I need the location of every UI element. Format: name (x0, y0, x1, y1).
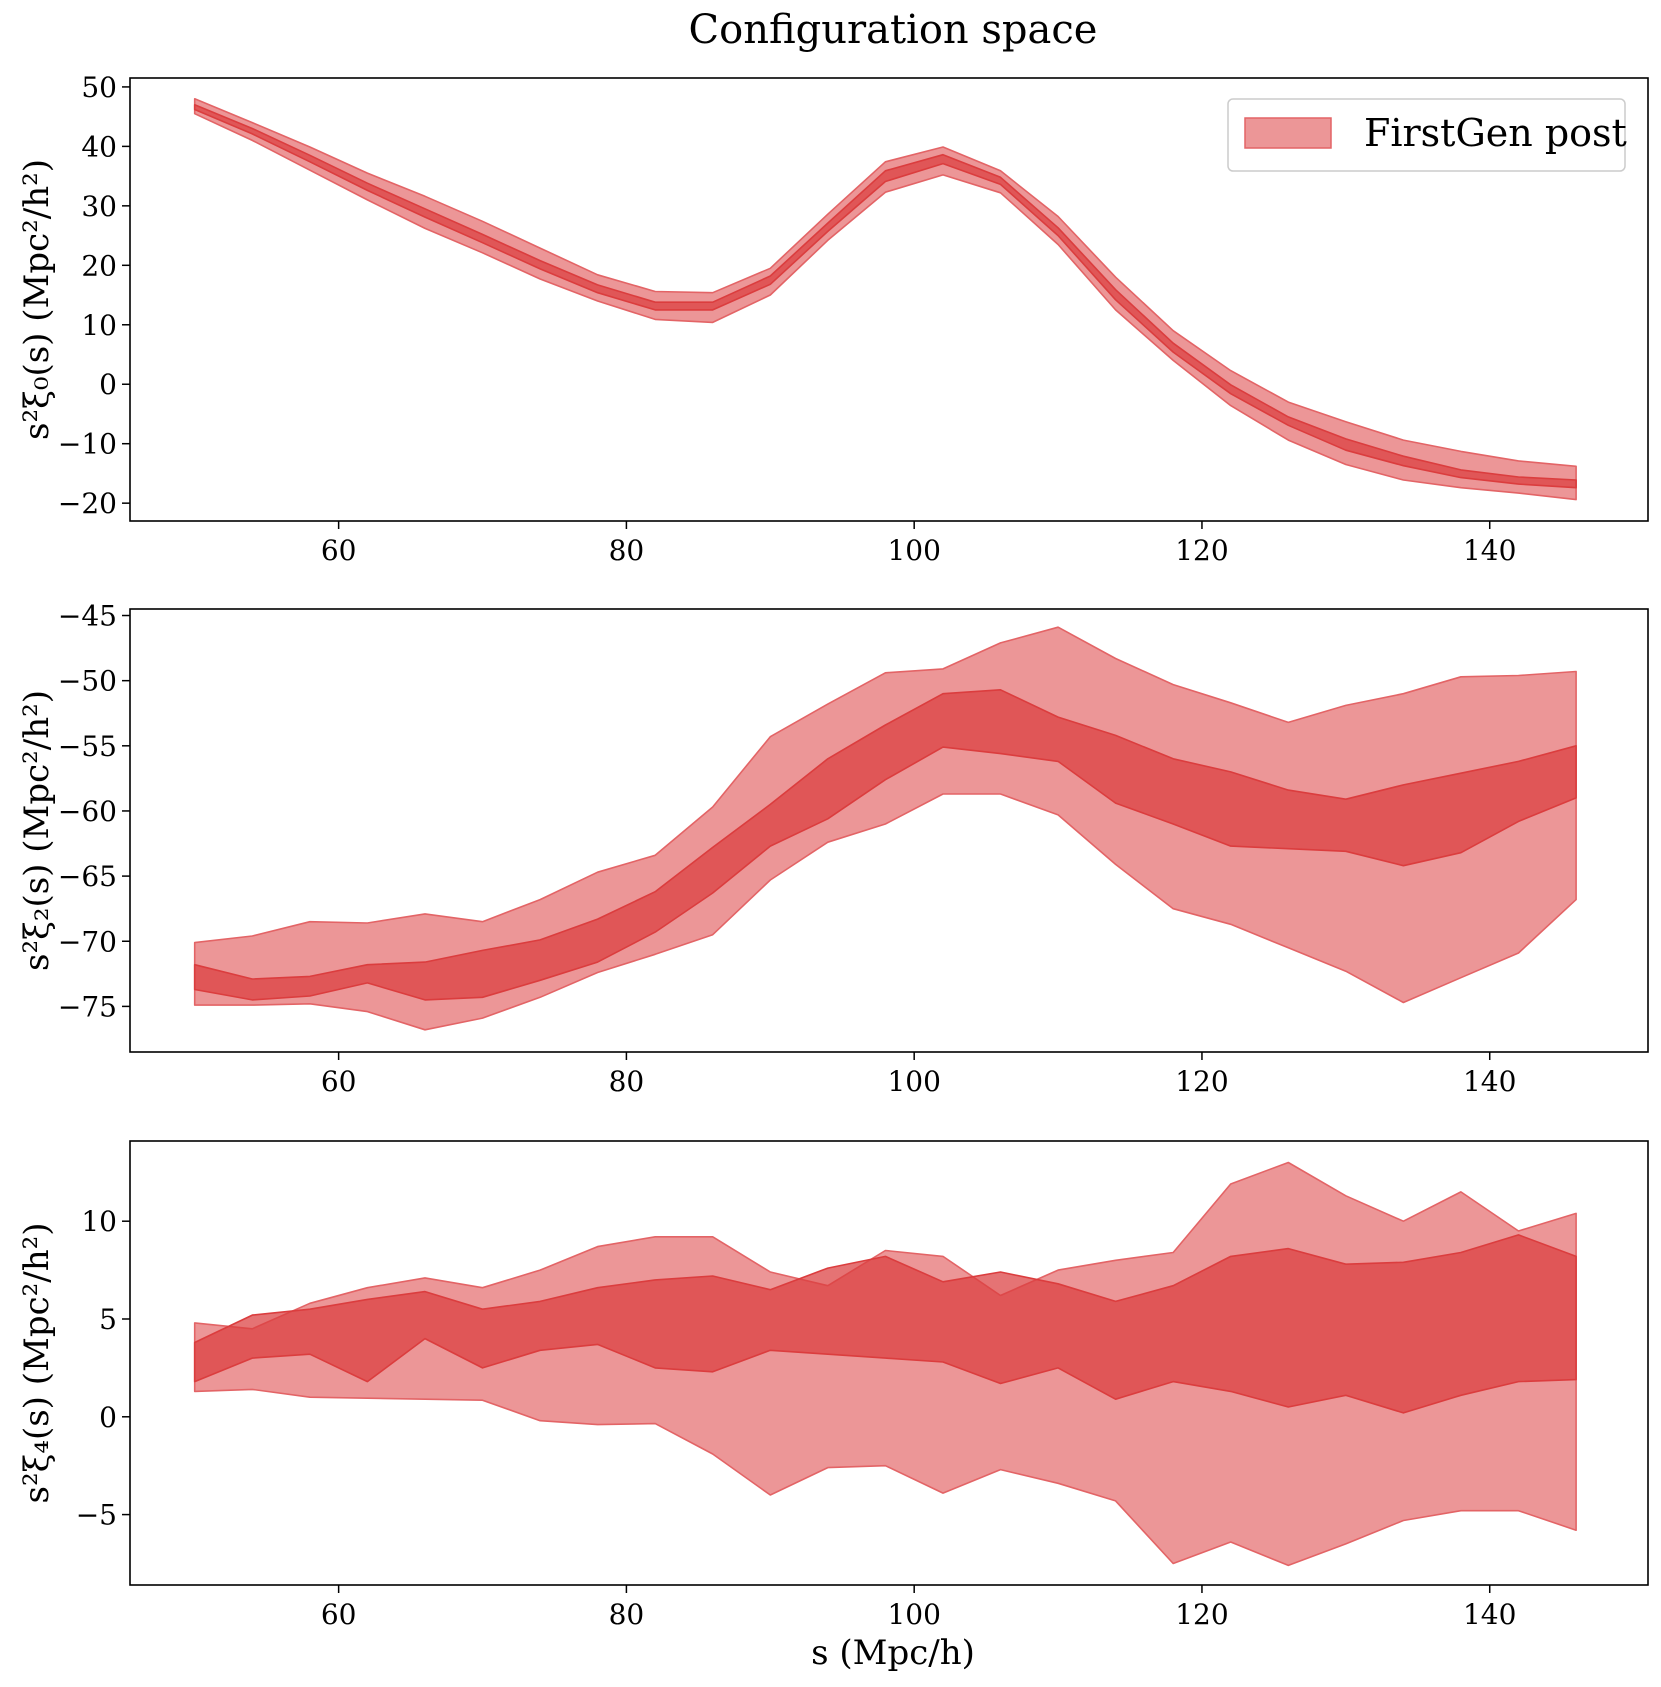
y-tick-label: 50 (81, 71, 117, 104)
x-tick-label: 140 (1463, 1065, 1516, 1098)
x-tick-label: 120 (1175, 1598, 1228, 1631)
y-axis-label-xi4: s²ξ₄(s) (Mpc²/h²) (17, 1223, 57, 1504)
x-tick-label: 60 (321, 1065, 357, 1098)
y-tick-label: 10 (81, 1205, 117, 1238)
y-tick-label: −20 (58, 487, 117, 520)
y-tick-label: −55 (58, 730, 117, 763)
x-tick-label: 120 (1175, 1065, 1228, 1098)
x-tick-label: 60 (321, 534, 357, 567)
legend-box (1227, 98, 1626, 172)
x-tick-label: 100 (887, 1065, 940, 1098)
panel-xi4: 60 80 100 120 140 −5 0 5 10 s²ξ₄(s) (Mpc²/h²) (17, 1140, 1649, 1631)
y-axis-label-xi2: s²ξ₂(s) (Mpc²/h²) (17, 690, 57, 971)
x-tick-label: 80 (609, 1598, 645, 1631)
x-tick-label: 80 (609, 1065, 645, 1098)
x-axis-label: s (Mpc/h) (811, 1633, 975, 1673)
y-tick-label: −10 (58, 428, 117, 461)
legend-label: FirstGen post (1364, 111, 1627, 155)
inner-band-xi2 (193, 689, 1577, 1001)
y-tick-label: −75 (58, 990, 117, 1023)
panel-xi0: 60 80 100 120 140 −20 −10 0 10 20 30 40 50 s²ξ₀(s) (M… (17, 71, 1649, 567)
y-tick-label: −5 (76, 1499, 117, 1532)
x-tick-label: 140 (1463, 534, 1516, 567)
outer-band-xi0 (193, 98, 1577, 501)
y-tick-label: 30 (81, 190, 117, 223)
y-tick-label: 10 (81, 309, 117, 342)
legend: FirstGen post (1227, 98, 1627, 172)
x-tick-label: 100 (887, 1598, 940, 1631)
inner-band-xi0 (193, 104, 1577, 489)
y-tick-label: −70 (58, 925, 117, 958)
panel-xi2: 60 80 100 120 140 −75 −70 −65 −60 −55 −50 −45 s²ξ₂(s… (17, 600, 1649, 1098)
outer-band-xi2 (193, 626, 1577, 1031)
y-tick-label: 20 (81, 249, 117, 282)
axes-frame-xi4 (129, 1140, 1649, 1586)
y-axis-label-xi0: s²ξ₀(s) (Mpc²/h²) (17, 159, 57, 440)
axes-frame-xi0 (129, 77, 1649, 522)
x-tick-label: 100 (887, 534, 940, 567)
chart-title: Configuration space (689, 7, 1098, 53)
axes-frame-xi2 (129, 608, 1649, 1053)
y-tick-label: 5 (99, 1303, 117, 1336)
y-tick-label: 0 (99, 1401, 117, 1434)
y-tick-label: 40 (81, 130, 117, 163)
x-tick-label: 120 (1175, 534, 1228, 567)
y-tick-label: −65 (58, 860, 117, 893)
y-tick-label: −60 (58, 795, 117, 828)
x-tick-label: 80 (609, 534, 645, 567)
x-tick-label: 60 (321, 1598, 357, 1631)
y-tick-label: −45 (58, 600, 117, 633)
inner-band-xi4 (193, 1234, 1577, 1414)
y-tick-label: 0 (99, 368, 117, 401)
y-tick-label: −50 (58, 665, 117, 698)
legend-swatch (1244, 117, 1332, 149)
x-tick-label: 140 (1463, 1598, 1516, 1631)
